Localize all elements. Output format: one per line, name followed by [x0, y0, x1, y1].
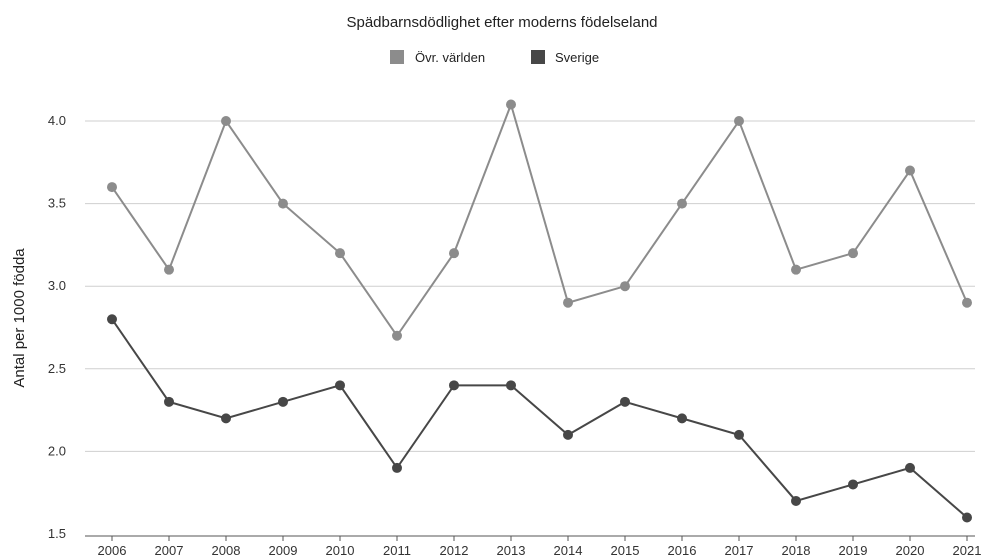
- x-tick-label: 2008: [212, 543, 241, 558]
- x-tick-label: 2017: [725, 543, 754, 558]
- y-axis-label: Antal per 1000 födda: [11, 248, 28, 388]
- x-tick-label: 2021: [953, 543, 981, 558]
- x-tick-label: 2009: [269, 543, 298, 558]
- data-point: [962, 512, 972, 523]
- legend: Övr. världen Sverige: [390, 50, 599, 65]
- chart-title: Spädbarnsdödlighet efter moderns födelse…: [346, 14, 657, 31]
- y-tick-label: 3.0: [48, 278, 66, 293]
- data-point: [962, 297, 972, 308]
- data-point: [164, 396, 174, 407]
- data-point: [848, 248, 858, 259]
- data-point: [620, 396, 630, 407]
- legend-label-sverige[interactable]: Sverige: [555, 50, 599, 65]
- y-tick-label: 2.0: [48, 443, 66, 458]
- data-point: [392, 462, 402, 473]
- series-line: [111, 101, 968, 338]
- data-point: [278, 198, 288, 209]
- data-point: [791, 495, 801, 506]
- data-point: [905, 165, 915, 176]
- data-point: [506, 99, 516, 110]
- x-axis-ticks: 2006 2007 2008 2009 2010 2011 2012 2013 2014 2015…: [98, 536, 981, 558]
- series-ovr-varlden: [107, 99, 972, 341]
- series: [107, 99, 972, 523]
- x-tick-label: 2018: [782, 543, 811, 558]
- x-tick-label: 2012: [440, 543, 469, 558]
- data-point: [506, 380, 516, 391]
- data-point: [107, 182, 117, 193]
- data-point: [164, 264, 174, 275]
- data-point: [734, 116, 744, 126]
- data-point: [677, 413, 687, 424]
- data-point: [449, 380, 459, 391]
- data-point: [335, 248, 345, 259]
- x-tick-label: 2006: [98, 543, 127, 558]
- x-tick-label: 2020: [896, 543, 925, 558]
- data-point: [791, 264, 801, 275]
- y-tick-label: 1.5: [48, 526, 66, 541]
- data-point: [563, 429, 573, 440]
- data-point: [848, 479, 858, 490]
- x-tick-label: 2011: [383, 543, 411, 558]
- x-tick-label: 2019: [839, 543, 868, 558]
- series-line: [111, 318, 968, 519]
- data-point: [221, 413, 231, 424]
- data-point: [734, 429, 744, 440]
- x-tick-label: 2007: [155, 543, 184, 558]
- data-point: [563, 297, 573, 308]
- data-point: [221, 116, 231, 126]
- x-tick-label: 2016: [668, 543, 697, 558]
- series-sverige: [107, 314, 972, 523]
- y-tick-label: 4.0: [48, 113, 66, 128]
- x-tick-label: 2015: [611, 543, 640, 558]
- data-point: [620, 281, 630, 292]
- data-point: [278, 396, 288, 407]
- x-tick-label: 2014: [554, 543, 583, 558]
- x-tick-label: 2010: [326, 543, 355, 558]
- legend-swatch-ovr-varlden: [390, 50, 404, 64]
- data-point: [335, 380, 345, 391]
- y-tick-label: 3.5: [48, 196, 66, 211]
- data-point: [449, 248, 459, 259]
- data-point: [107, 314, 117, 325]
- grid: [85, 120, 975, 452]
- y-tick-label: 2.5: [48, 361, 66, 376]
- x-tick-label: 2013: [497, 543, 526, 558]
- data-point: [905, 462, 915, 473]
- data-point: [392, 330, 402, 341]
- legend-swatch-sverige: [531, 50, 545, 64]
- legend-label-ovr-varlden[interactable]: Övr. världen: [415, 50, 485, 65]
- y-axis-ticks: 1.5 2.0 2.5 3.0 3.5 4.0: [48, 113, 66, 541]
- data-point: [677, 198, 687, 209]
